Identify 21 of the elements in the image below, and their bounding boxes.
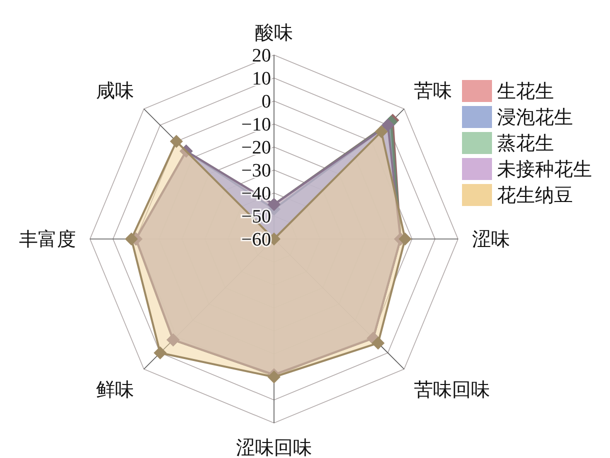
y-tick-label: −60 [241,230,271,251]
spoke-label: 咸味 [96,81,134,102]
y-tick-label: 10 [252,68,271,90]
y-tick-label: −10 [241,114,271,136]
legend-label: 花生纳豆 [497,186,573,207]
spoke-label: 丰富度 [19,228,76,251]
legend-label: 未接种花生 [497,160,592,181]
spoke-label: 苦味 [414,81,452,102]
legend-label: 蒸花生 [497,134,554,155]
legend-label: 浸泡花生 [497,108,573,129]
legend-label: 生花生 [497,82,554,103]
y-tick-label: 0 [262,92,271,113]
spoke-label: 酸味 [255,23,293,44]
spoke-label: 鲜味 [96,380,134,402]
y-tick-label: 20 [252,46,271,67]
spoke-label: 苦味回味 [414,380,490,402]
y-tick-label: −30 [241,160,271,182]
y-tick-label: −20 [241,138,271,159]
spoke-label: 涩味 [472,230,510,251]
y-tick-label: −40 [241,184,271,205]
spoke-label: 涩味回味 [236,438,312,458]
